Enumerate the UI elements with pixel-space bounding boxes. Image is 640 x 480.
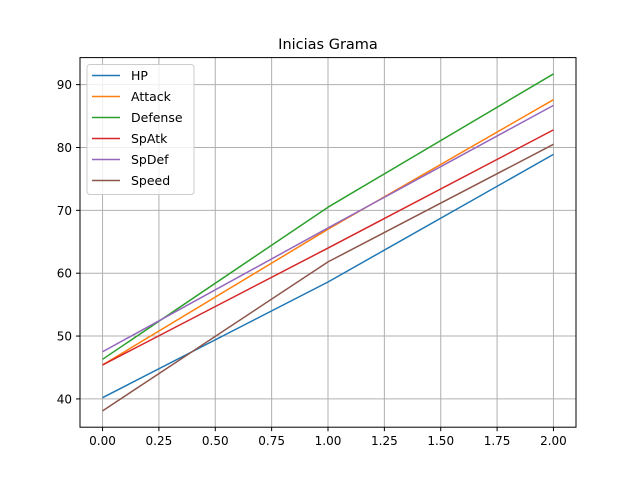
x-tick-label: 0.50 bbox=[202, 434, 229, 448]
legend-label-defense: Defense bbox=[131, 110, 183, 125]
y-tick-label: 90 bbox=[57, 78, 72, 92]
grid bbox=[80, 57, 576, 428]
series-line-spdef bbox=[102, 104, 554, 353]
y-tick-label: 80 bbox=[57, 141, 72, 155]
series-line-speed bbox=[102, 143, 554, 412]
x-tick-label: 1.50 bbox=[427, 434, 454, 448]
legend-label-spatk: SpAtk bbox=[131, 131, 168, 146]
x-tick-label: 0.25 bbox=[146, 434, 173, 448]
legend-label-spdef: SpDef bbox=[131, 152, 169, 167]
legend: HP Attack Defense SpAtk SpDef Speed bbox=[86, 64, 195, 195]
chart-title: Inicias Grama bbox=[278, 37, 378, 53]
y-axis-ticks: 40 50 60 70 80 90 bbox=[57, 78, 80, 406]
y-tick-label: 40 bbox=[57, 392, 72, 406]
legend-label-attack: Attack bbox=[131, 89, 172, 104]
x-tick-label: 1.00 bbox=[315, 434, 342, 448]
series-line-defense bbox=[102, 73, 554, 360]
x-tick-label: 2.00 bbox=[540, 434, 567, 448]
x-tick-label: 0.00 bbox=[89, 434, 116, 448]
legend-label-hp: HP bbox=[131, 68, 148, 83]
x-axis-ticks: 0.00 0.25 0.50 0.75 1.00 1.25 1.50 1.75 2.00 bbox=[89, 427, 567, 448]
y-tick-label: 50 bbox=[57, 330, 72, 344]
y-tick-label: 60 bbox=[57, 267, 72, 281]
y-tick-label: 70 bbox=[57, 204, 72, 218]
series-line-hp bbox=[102, 153, 554, 399]
x-tick-label: 0.75 bbox=[258, 434, 285, 448]
series-line-spatk bbox=[102, 129, 554, 366]
legend-label-speed: Speed bbox=[131, 173, 170, 188]
series-lines bbox=[102, 73, 554, 412]
series-line-attack bbox=[102, 99, 554, 366]
x-tick-label: 1.25 bbox=[371, 434, 398, 448]
x-tick-label: 1.75 bbox=[484, 434, 511, 448]
